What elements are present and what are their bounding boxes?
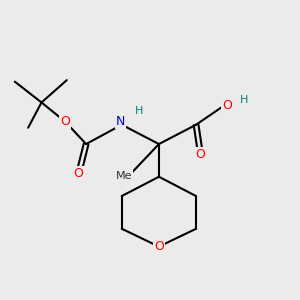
Text: O: O (222, 99, 232, 112)
Text: Me: Me (116, 171, 132, 181)
Text: O: O (154, 240, 164, 253)
Text: O: O (196, 148, 206, 161)
Text: H: H (240, 95, 249, 105)
Text: O: O (74, 167, 84, 180)
Text: N: N (116, 115, 125, 128)
Text: H: H (135, 106, 143, 116)
Text: O: O (60, 115, 70, 128)
